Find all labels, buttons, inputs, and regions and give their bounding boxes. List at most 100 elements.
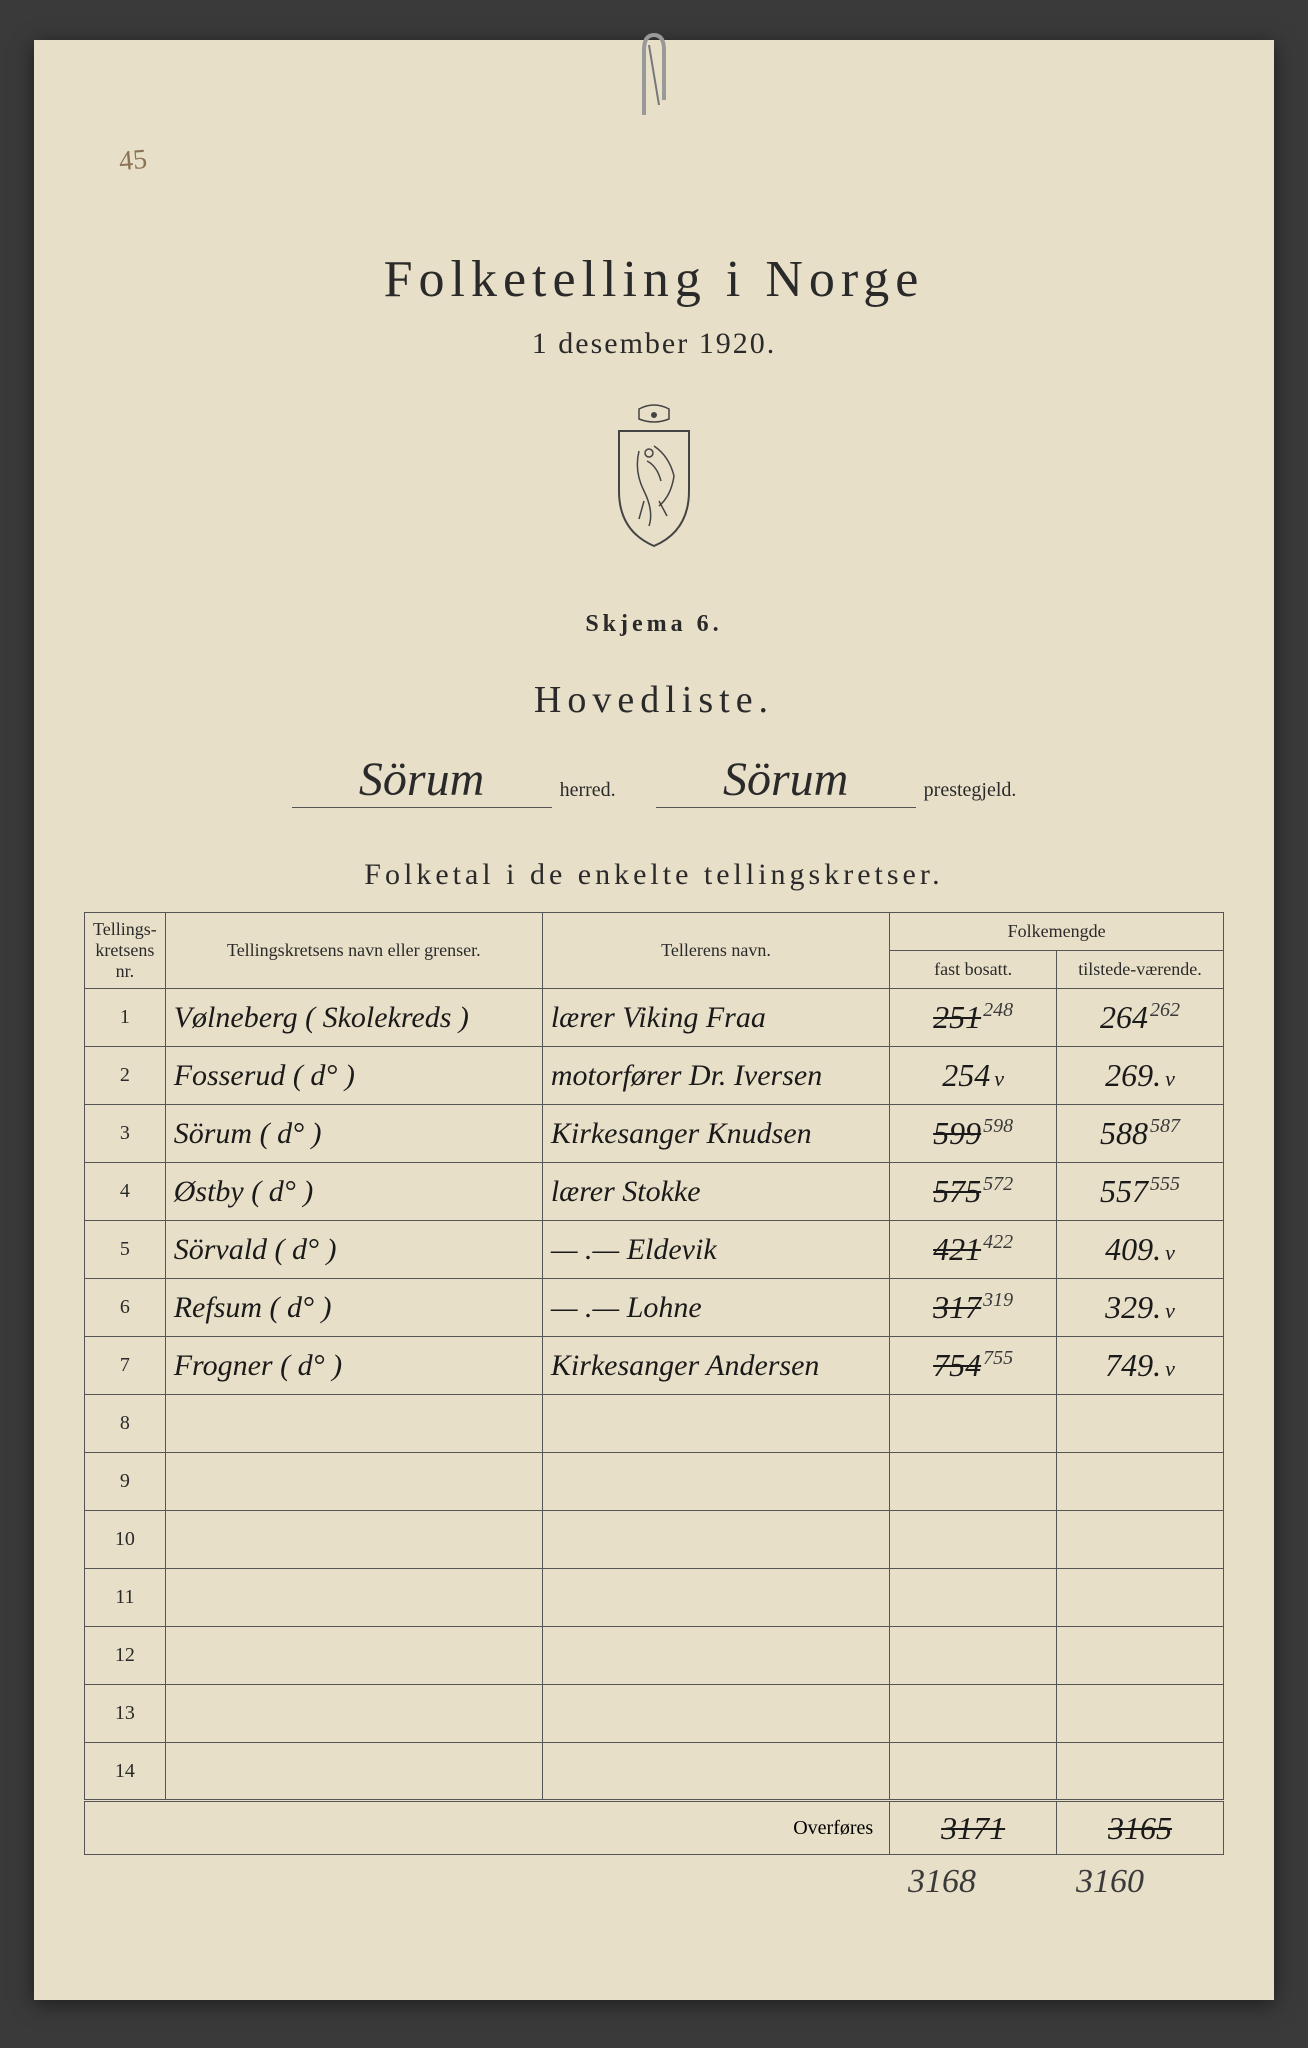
cell-navn — [165, 1395, 542, 1453]
cell-fast: 421422 — [890, 1221, 1057, 1279]
cell-fast: 754755 — [890, 1337, 1057, 1395]
cell-fast: 599598 — [890, 1105, 1057, 1163]
herred-value: Sörum — [292, 752, 552, 808]
page-subtitle: 1 desember 1920. — [84, 327, 1224, 361]
cell-tilstede: 264262 — [1057, 989, 1224, 1047]
cell-nr: 7 — [85, 1337, 166, 1395]
table-row: 9 — [85, 1453, 1224, 1511]
overfor-fast: 3171 — [941, 1810, 1005, 1846]
below-tilstede: 3160 — [1076, 1863, 1144, 1901]
cell-nr: 13 — [85, 1685, 166, 1743]
cell-teller: Kirkesanger Knudsen — [542, 1105, 889, 1163]
cell-tilstede — [1057, 1453, 1224, 1511]
cell-navn: Østby ( d° ) — [165, 1163, 542, 1221]
cell-nr: 6 — [85, 1279, 166, 1337]
cell-fast — [890, 1453, 1057, 1511]
table-row: 5Sörvald ( d° )— .— Eldevik421422409.v — [85, 1221, 1224, 1279]
cell-nr: 3 — [85, 1105, 166, 1163]
cell-navn: Frogner ( d° ) — [165, 1337, 542, 1395]
cell-tilstede: 749.v — [1057, 1337, 1224, 1395]
table-row: 11 — [85, 1569, 1224, 1627]
cell-nr: 11 — [85, 1569, 166, 1627]
cell-teller: — .— Lohne — [542, 1279, 889, 1337]
form-number: Skjema 6. — [84, 611, 1224, 638]
cell-nr: 2 — [85, 1047, 166, 1105]
cell-navn: Vølneberg ( Skolekreds ) — [165, 989, 542, 1047]
cell-teller: lærer Viking Fraa — [542, 989, 889, 1047]
cell-navn — [165, 1453, 542, 1511]
table-row: 14 — [85, 1743, 1224, 1801]
cell-fast: 317319 — [890, 1279, 1057, 1337]
cell-fast: 575572 — [890, 1163, 1057, 1221]
cell-teller: motorfører Dr. Iversen — [542, 1047, 889, 1105]
cell-fast — [890, 1511, 1057, 1569]
cell-teller — [542, 1627, 889, 1685]
cell-tilstede: 409.v — [1057, 1221, 1224, 1279]
table-row: 7Frogner ( d° )Kirkesanger Andersen75475… — [85, 1337, 1224, 1395]
cell-nr: 9 — [85, 1453, 166, 1511]
cell-tilstede — [1057, 1511, 1224, 1569]
document-page: 45 Folketelling i Norge 1 desember 1920.… — [34, 40, 1274, 2000]
cell-nr: 10 — [85, 1511, 166, 1569]
herred-field: Sörum herred. — [292, 752, 616, 808]
cell-navn: Sörvald ( d° ) — [165, 1221, 542, 1279]
coat-of-arms — [84, 401, 1224, 551]
cell-nr: 14 — [85, 1743, 166, 1801]
cell-tilstede — [1057, 1743, 1224, 1801]
cell-navn — [165, 1627, 542, 1685]
cell-tilstede — [1057, 1395, 1224, 1453]
cell-fast: 254v — [890, 1047, 1057, 1105]
paper-clip — [624, 30, 684, 120]
cell-navn: Refsum ( d° ) — [165, 1279, 542, 1337]
table-row: 2Fosserud ( d° )motorfører Dr. Iversen25… — [85, 1047, 1224, 1105]
cell-tilstede: 588587 — [1057, 1105, 1224, 1163]
cell-teller — [542, 1743, 889, 1801]
prestegjeld-value: Sörum — [656, 752, 916, 808]
col-navn: Tellingskretsens navn eller grenser. — [165, 913, 542, 989]
table-row: 12 — [85, 1627, 1224, 1685]
cell-nr: 4 — [85, 1163, 166, 1221]
cell-nr: 8 — [85, 1395, 166, 1453]
cell-nr: 5 — [85, 1221, 166, 1279]
cell-navn — [165, 1511, 542, 1569]
col-fast: fast bosatt. — [890, 951, 1057, 989]
cell-teller — [542, 1569, 889, 1627]
col-folkemengde: Folkemengde — [890, 913, 1224, 951]
cell-tilstede — [1057, 1627, 1224, 1685]
cell-navn: Sörum ( d° ) — [165, 1105, 542, 1163]
cell-teller — [542, 1511, 889, 1569]
list-heading: Hovedliste. — [84, 678, 1224, 722]
table-row: 4Østby ( d° )lærer Stokke575572557555 — [85, 1163, 1224, 1221]
corrected-totals: 3168 3160 — [84, 1863, 1224, 1901]
corner-annotation: 45 — [118, 144, 149, 178]
cell-teller: lærer Stokke — [542, 1163, 889, 1221]
table-row: 13 — [85, 1685, 1224, 1743]
col-teller: Tellerens navn. — [542, 913, 889, 989]
cell-fast — [890, 1685, 1057, 1743]
table-row: 6Refsum ( d° )— .— Lohne317319329.v — [85, 1279, 1224, 1337]
cell-tilstede: 329.v — [1057, 1279, 1224, 1337]
cell-fast: 251248 — [890, 989, 1057, 1047]
table-row: 1Vølneberg ( Skolekreds )lærer Viking Fr… — [85, 989, 1224, 1047]
cell-teller — [542, 1685, 889, 1743]
cell-teller: Kirkesanger Andersen — [542, 1337, 889, 1395]
cell-tilstede — [1057, 1685, 1224, 1743]
cell-fast — [890, 1569, 1057, 1627]
table-row: 8 — [85, 1395, 1224, 1453]
col-nr: Tellings-kretsens nr. — [85, 913, 166, 989]
cell-fast — [890, 1395, 1057, 1453]
cell-tilstede — [1057, 1569, 1224, 1627]
cell-navn — [165, 1569, 542, 1627]
cell-nr: 1 — [85, 989, 166, 1047]
cell-fast — [890, 1627, 1057, 1685]
page-title: Folketelling i Norge — [84, 250, 1224, 309]
cell-teller — [542, 1453, 889, 1511]
prestegjeld-field: Sörum prestegjeld. — [656, 752, 1017, 808]
prestegjeld-label: prestegjeld. — [924, 779, 1017, 808]
cell-teller: — .— Eldevik — [542, 1221, 889, 1279]
table-row: 3Sörum ( d° )Kirkesanger Knudsen59959858… — [85, 1105, 1224, 1163]
cell-fast — [890, 1743, 1057, 1801]
cell-tilstede: 557555 — [1057, 1163, 1224, 1221]
col-tilstede: tilstede-værende. — [1057, 951, 1224, 989]
below-fast: 3168 — [908, 1863, 976, 1901]
